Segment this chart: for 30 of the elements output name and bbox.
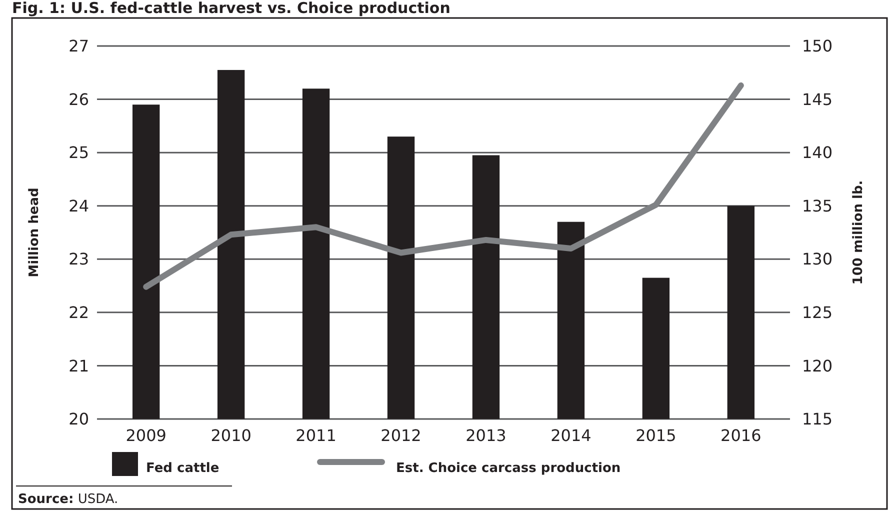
y-tick-label: 24	[68, 196, 89, 216]
legend-label: Est. Choice carcass production	[396, 461, 621, 476]
y2-tick-label: 120	[802, 356, 833, 376]
y-tick-label: 25	[68, 143, 89, 162]
y-tick-label: 27	[68, 36, 89, 56]
y2-tick-label: 135	[802, 196, 833, 216]
y2-tick-label: 140	[802, 143, 833, 162]
x-tick-label: 2015	[636, 426, 676, 445]
x-tick-label: 2013	[466, 426, 506, 445]
x-tick-label: 2014	[550, 426, 592, 445]
chart-title: Fig. 1: U.S. fed-cattle harvest vs. Choice production	[12, 0, 450, 17]
y2-axis-title: 100 million lb.	[851, 180, 866, 285]
y2-tick-label: 150	[802, 36, 833, 56]
x-tick-label: 2016	[720, 426, 762, 445]
source-note: Source: USDA.	[18, 492, 118, 507]
y-tick-label: 23	[68, 250, 89, 269]
x-tick-label: 2010	[210, 426, 252, 445]
x-tick-label: 2011	[296, 426, 336, 445]
y-tick-label: 22	[68, 303, 89, 322]
y-tick-label: 20	[68, 410, 89, 429]
x-tick-label: 2012	[380, 426, 422, 445]
x-tick-label: 2009	[126, 426, 166, 445]
y2-tick-label: 125	[802, 303, 833, 322]
y-axis-title: Million head	[27, 188, 42, 278]
y2-tick-label: 145	[802, 90, 833, 109]
legend-label: Fed cattle	[146, 461, 220, 476]
y2-tick-label: 130	[802, 250, 833, 269]
y-tick-label: 26	[68, 90, 89, 109]
y2-tick-label: 115	[802, 410, 833, 429]
y-tick-label: 21	[68, 356, 89, 376]
